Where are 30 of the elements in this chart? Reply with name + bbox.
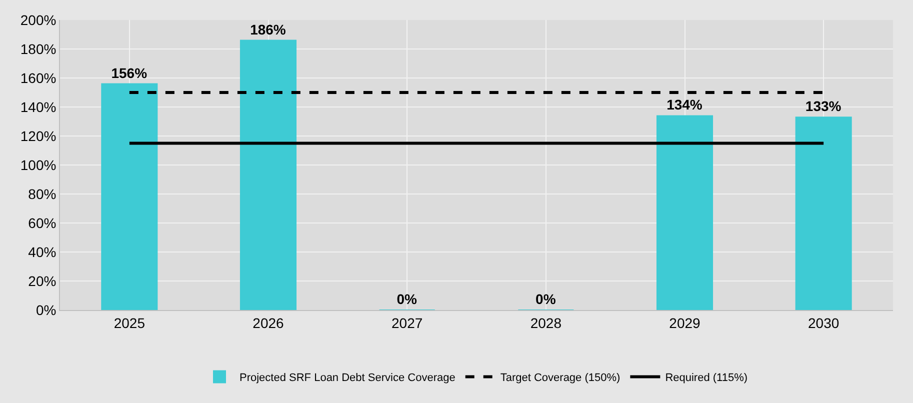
x-tick-label: 2025 xyxy=(114,314,146,331)
bar xyxy=(656,115,714,310)
y-tick-label: 60% xyxy=(28,214,56,231)
data-label: 156% xyxy=(111,64,148,81)
y-tick-label: 200% xyxy=(20,12,56,28)
y-tick-label: 80% xyxy=(28,186,56,202)
y-tick-label: 100% xyxy=(20,156,56,173)
bar xyxy=(795,116,852,310)
y-tick-label: 160% xyxy=(20,70,56,86)
data-label: 134% xyxy=(666,96,703,113)
y-tick-label: 0% xyxy=(36,302,56,318)
y-tick-label: 140% xyxy=(20,98,56,115)
x-tick-label: 2028 xyxy=(530,314,562,331)
y-tick-label: 180% xyxy=(20,40,56,57)
legend-label: Target Coverage (150%) xyxy=(500,372,620,384)
bar xyxy=(240,40,297,310)
y-tick-label: 40% xyxy=(28,244,56,260)
bar xyxy=(101,83,158,310)
x-tick-label: 2026 xyxy=(252,314,284,331)
data-label: 0% xyxy=(536,291,556,307)
x-tick-label: 2030 xyxy=(808,314,840,331)
x-tick-label: 2027 xyxy=(392,314,423,331)
data-label: 133% xyxy=(805,98,842,114)
y-tick-label: 120% xyxy=(20,128,56,144)
y-tick-label: 20% xyxy=(28,272,56,289)
legend-label: Projected SRF Loan Debt Service Coverage xyxy=(240,372,456,384)
data-label: 0% xyxy=(396,291,418,307)
data-label: 186% xyxy=(250,21,286,38)
x-tick-label: 2029 xyxy=(669,314,701,331)
legend-label: Required (115%) xyxy=(665,372,748,384)
